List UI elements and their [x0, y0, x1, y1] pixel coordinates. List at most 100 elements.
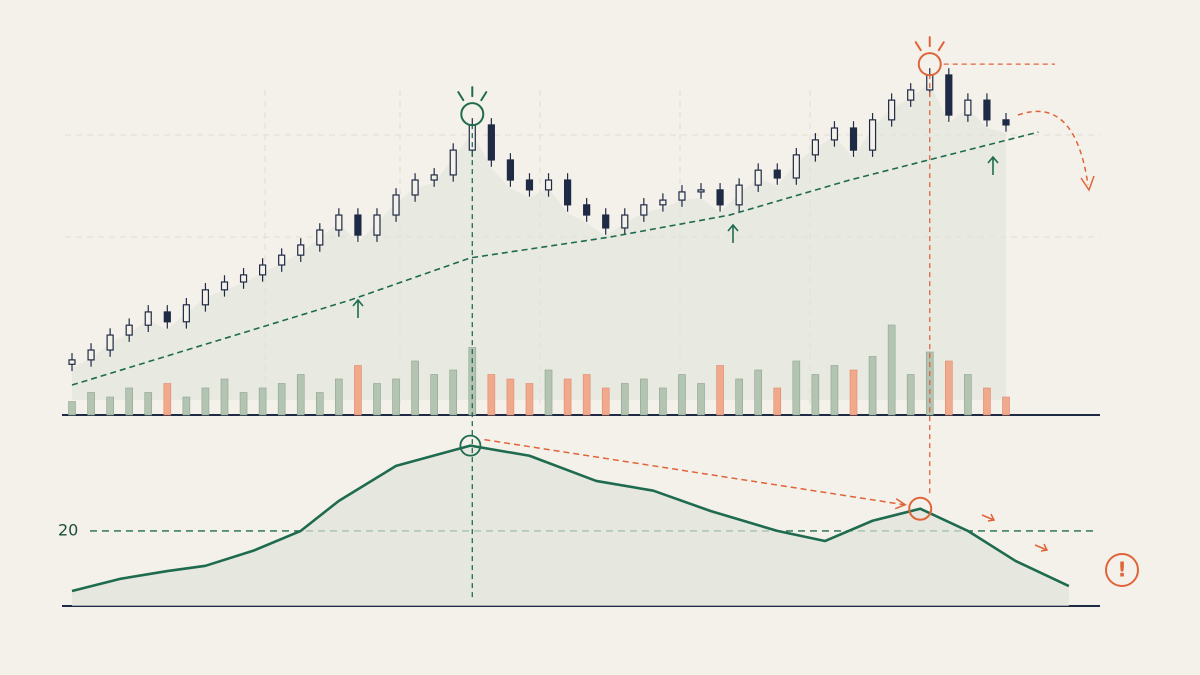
candle-body [201, 289, 210, 306]
volume-bar [735, 378, 743, 416]
candle-body [220, 281, 229, 291]
volume-bar [487, 374, 496, 416]
volume-bar [354, 365, 362, 416]
candle-body [449, 149, 457, 176]
support-arrow [987, 155, 999, 175]
candle-body [563, 179, 572, 206]
volume-bar [68, 401, 76, 416]
indicator-line [71, 444, 1070, 593]
candle-body [983, 99, 991, 121]
volume-bar [754, 369, 763, 416]
candle-body [811, 139, 819, 156]
support-arrow [352, 298, 364, 318]
trend-arrow [1034, 543, 1049, 552]
volume-bar [773, 387, 782, 416]
candle-body [830, 127, 839, 141]
volume-bar [163, 383, 172, 416]
volume-bar [830, 365, 839, 416]
highlight-ray [914, 41, 922, 52]
candle-body [849, 127, 858, 151]
indicator-peak [459, 434, 482, 457]
candle-body [316, 229, 324, 246]
candle-body [544, 179, 553, 191]
peak-marker [917, 52, 942, 77]
volume-bar [620, 383, 629, 416]
candle-body [888, 99, 896, 121]
price-shade [72, 82, 1006, 401]
volume-bar [87, 392, 95, 416]
candle-body [1002, 119, 1010, 126]
volume-bar [906, 374, 915, 416]
volume-bar [849, 369, 858, 416]
volume-bar [582, 374, 591, 416]
candle-body [144, 311, 152, 326]
highlight-ray [480, 91, 488, 102]
volume-bar [239, 392, 248, 416]
peak-marker [460, 102, 485, 127]
candle-body [754, 169, 762, 186]
volume-bar [563, 378, 572, 416]
candle-body [278, 254, 286, 266]
volume-bar [392, 378, 400, 416]
volume-bar [144, 392, 153, 416]
indicator-shade [72, 445, 1069, 606]
volume-bar [182, 396, 191, 416]
candle-body [735, 184, 743, 206]
candle-body [297, 244, 305, 256]
candle-body [163, 311, 171, 323]
volume-bar [887, 324, 896, 416]
candle-body [621, 214, 629, 229]
volume-bar [106, 396, 114, 416]
candle-body [716, 189, 724, 206]
volume-bar [983, 387, 991, 416]
volume-bar [335, 378, 343, 416]
moving-average [71, 131, 1039, 386]
volume-bar [201, 387, 210, 416]
candle-body [640, 204, 648, 216]
highlight-ray [937, 41, 945, 52]
divergence-arrow [484, 438, 905, 506]
candle-body [182, 304, 190, 323]
candle-body [392, 194, 400, 216]
candle-body [792, 154, 800, 179]
candle-body [602, 214, 610, 229]
volume-bar [315, 392, 324, 416]
volume-bar [601, 387, 610, 416]
candle-body [659, 199, 667, 206]
candle-body [335, 214, 343, 231]
volume-bar [411, 360, 419, 416]
candle-body [868, 119, 877, 151]
volume-bar [258, 387, 267, 416]
volume-bar [945, 360, 953, 416]
warning-mark: ! [1117, 558, 1126, 582]
volume-bar [659, 387, 667, 416]
candle-body [945, 74, 953, 116]
trend-arrow [981, 513, 996, 522]
volume-bar [697, 383, 705, 416]
volume-bar [678, 374, 686, 416]
indicator-peak [908, 496, 933, 521]
candle-body [487, 124, 495, 161]
forecast-arrowhead [1080, 175, 1095, 192]
volume-bar [1002, 396, 1010, 416]
volume-bar [964, 374, 972, 416]
candle-body [907, 89, 915, 101]
forecast-arrow [1017, 110, 1089, 186]
volume-bar [296, 374, 305, 416]
volume-bar [430, 374, 438, 416]
divergence-arrowhead [894, 498, 907, 510]
candle-body [697, 189, 705, 193]
candle-body [125, 324, 133, 336]
volume-bar [716, 365, 724, 416]
level-label: 20 [58, 520, 78, 539]
candle-body [68, 359, 76, 365]
volume-bar [525, 383, 534, 416]
volume-bar [125, 387, 133, 416]
candle-body [239, 274, 248, 283]
candle-body [373, 214, 381, 236]
highlight-ray [457, 91, 465, 102]
candle-body [964, 99, 972, 116]
candle-body [354, 214, 362, 236]
candle-body [506, 159, 515, 181]
